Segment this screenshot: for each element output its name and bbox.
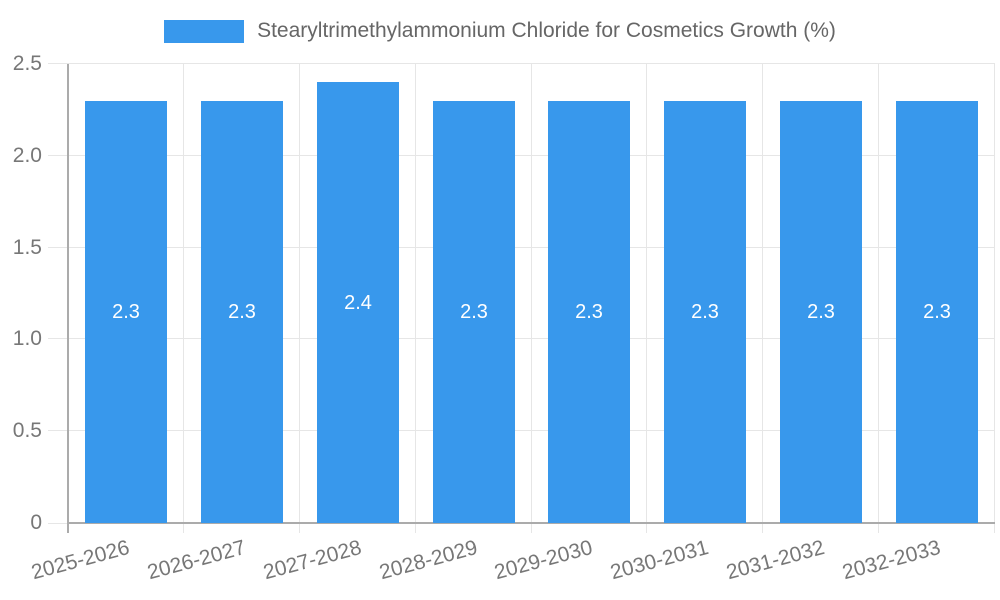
x-gridline — [299, 64, 300, 533]
x-gridline — [878, 64, 879, 533]
legend[interactable]: Stearyltrimethylammonium Chloride for Co… — [0, 16, 1000, 46]
y-axis-line — [67, 64, 69, 533]
plot-area: 0 0.5 1.0 1.5 2.0 2.5 2.3 2025-2026 2.3 2026-2027… — [13, 52, 995, 584]
y-axis-tick-label: 2.5 — [12, 52, 42, 75]
bar-2025-2026[interactable] — [85, 101, 167, 523]
y-gridline — [48, 523, 995, 524]
bar-2026-2027[interactable] — [201, 101, 283, 523]
legend-swatch — [164, 19, 245, 43]
x-gridline — [531, 64, 532, 533]
bar-2031-2032[interactable] — [780, 101, 862, 523]
y-axis-tick-label: 1.5 — [12, 236, 42, 259]
bar-2028-2029[interactable] — [433, 101, 515, 523]
x-gridline — [183, 64, 184, 533]
y-gridline — [48, 63, 995, 64]
x-gridline — [762, 64, 763, 533]
x-gridline — [415, 64, 416, 533]
y-axis-tick-label: 2.0 — [12, 144, 42, 167]
bar-2027-2028[interactable] — [317, 82, 399, 523]
bar-2029-2030[interactable] — [548, 101, 630, 523]
y-axis-tick-label: 1.0 — [12, 327, 42, 350]
bar-2030-2031[interactable] — [664, 101, 746, 523]
y-axis-tick-label: 0.5 — [12, 419, 42, 442]
x-gridline — [994, 64, 995, 533]
x-gridline — [646, 64, 647, 533]
legend-label: Stearyltrimethylammonium Chloride for Co… — [257, 19, 836, 42]
y-axis-tick-label: 0 — [30, 511, 42, 534]
bar-2032-2033[interactable] — [896, 101, 978, 523]
